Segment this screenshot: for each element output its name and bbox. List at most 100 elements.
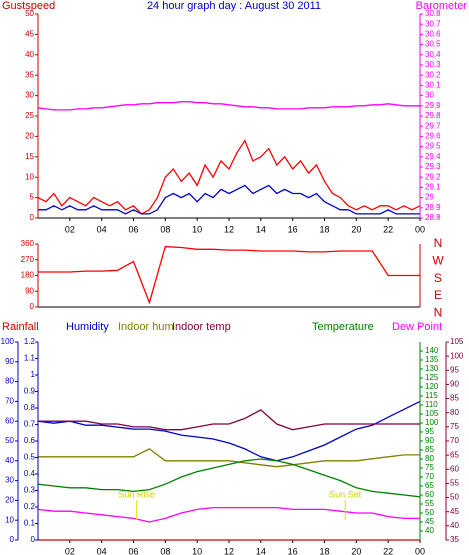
y-tick-label: 75: [450, 422, 459, 431]
x-tick-label: 12: [224, 546, 234, 555]
y-tick-label: 60: [425, 490, 434, 499]
x-tick-label: 06: [128, 546, 138, 555]
y-tick-label: 40: [5, 456, 14, 465]
x-tick-label: 12: [224, 224, 234, 234]
series-line: [37, 400, 421, 462]
x-tick-label: 22: [383, 546, 393, 555]
y-tick-label: 30: [25, 91, 34, 100]
y-tick-label: 100: [450, 351, 464, 360]
y-tick-label: 120: [425, 382, 439, 391]
x-tick-label: 02: [65, 546, 75, 555]
x-tick-label: 16: [288, 224, 298, 234]
y-tick-label: 115: [425, 391, 438, 400]
y-tick-label: 45: [25, 30, 34, 39]
series-line: [37, 458, 421, 498]
y-tick-label: 360: [21, 239, 35, 248]
left-axis-title: Gustspeed: [2, 0, 55, 12]
y-tick-label: 10: [25, 172, 34, 181]
x-tick-label: 20: [351, 546, 361, 555]
right-axis-title: Barometer: [416, 0, 468, 12]
y-tick-label: 30.5: [425, 40, 441, 49]
y-tick-label: 10: [5, 515, 14, 524]
y-tick-label: 50: [5, 436, 14, 445]
compass-label: N: [434, 305, 443, 319]
chart-title: 24 hour graph day : August 30 2011: [147, 0, 321, 12]
y-tick-label: 29.7: [425, 121, 441, 130]
y-tick-label: 25: [25, 111, 34, 120]
y-tick-label: 30: [425, 91, 434, 100]
series-line: [37, 506, 420, 523]
y-tick-label: 50: [25, 9, 34, 18]
y-tick-label: 125: [425, 373, 439, 382]
y-tick-label: 270: [21, 255, 35, 264]
compass-label: N: [434, 236, 443, 250]
y-tick-label: 29.2: [425, 172, 441, 181]
y-tick-label: 55: [425, 499, 434, 508]
x-tick-label: 08: [160, 224, 170, 234]
x-tick-label: 10: [192, 224, 202, 234]
y-tick-label: 0.6: [24, 436, 36, 445]
series-line: [37, 139, 421, 215]
x-tick-label: 14: [256, 546, 266, 555]
y-tick-label: 45: [425, 517, 434, 526]
y-tick-label: 0.3: [24, 486, 36, 495]
y-tick-label: 90: [425, 436, 434, 445]
y-tick-label: 20: [5, 496, 14, 505]
y-tick-label: 95: [425, 427, 434, 436]
y-tick-label: 60: [5, 416, 14, 425]
y-tick-label: 40: [450, 521, 459, 530]
x-tick-label: 22: [383, 224, 393, 234]
series-line: [38, 184, 420, 215]
y-tick-label: 20: [25, 132, 34, 141]
legend-label: Rainfall: [2, 321, 39, 333]
y-tick-label: 5: [30, 193, 35, 202]
y-tick-label: 30.7: [425, 19, 441, 28]
y-tick-label: 30.2: [425, 70, 441, 79]
y-tick-label: 15: [25, 152, 34, 161]
x-tick-label: 00: [415, 224, 425, 234]
x-tick-label: 04: [97, 224, 107, 234]
y-tick-label: 90: [25, 286, 34, 295]
y-tick-label: 30.8: [425, 9, 441, 18]
y-tick-label: 60: [450, 464, 459, 473]
y-tick-label: 0.7: [24, 420, 36, 429]
y-tick-label: 29.5: [425, 142, 441, 151]
x-tick-label: 02: [65, 224, 75, 234]
y-tick-label: 29: [425, 193, 434, 202]
y-tick-label: 29.3: [425, 162, 441, 171]
y-tick-label: 0: [30, 302, 35, 311]
x-tick-label: 18: [319, 546, 329, 555]
y-tick-label: 70: [5, 397, 14, 406]
x-tick-label: 00: [415, 546, 425, 555]
series-line: [38, 409, 420, 431]
legend-label: Indoor temp: [172, 321, 231, 333]
x-tick-label: 18: [319, 224, 329, 234]
y-tick-label: 90: [450, 380, 459, 389]
y-tick-label: 1.1: [24, 354, 36, 363]
x-tick-label: 04: [97, 546, 107, 555]
y-tick-label: 30.1: [425, 81, 441, 90]
legend-label: Humidity: [66, 321, 109, 333]
y-tick-label: 0.2: [24, 502, 36, 511]
compass-label: E: [434, 288, 442, 302]
y-tick-label: 0: [31, 535, 36, 544]
x-tick-label: 20: [351, 224, 361, 234]
y-tick-label: 0.9: [24, 387, 36, 396]
y-tick-label: 30.6: [425, 30, 441, 39]
annotation: Sun Rise: [118, 489, 155, 499]
annotation: Sun Set: [329, 489, 362, 499]
y-tick-label: 0: [30, 213, 35, 222]
y-tick-label: 35: [450, 535, 459, 544]
y-tick-label: 28.8: [425, 213, 441, 222]
y-tick-label: 0.1: [24, 519, 36, 528]
y-tick-label: 100: [1, 337, 15, 346]
y-tick-label: 135: [425, 355, 439, 364]
y-tick-label: 29.6: [425, 132, 441, 141]
y-tick-label: 50: [450, 493, 459, 502]
y-tick-label: 1: [31, 370, 36, 379]
y-tick-label: 180: [21, 271, 35, 280]
y-tick-label: 30: [5, 476, 14, 485]
y-tick-label: 80: [450, 408, 459, 417]
